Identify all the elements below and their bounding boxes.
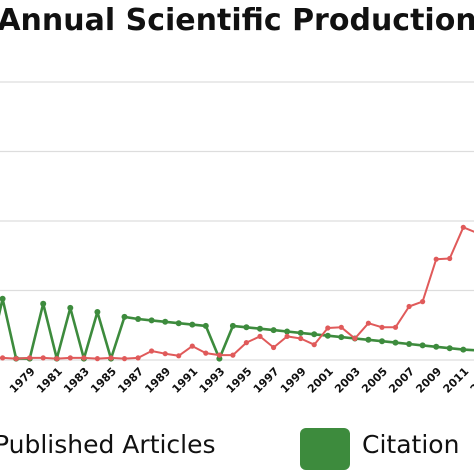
x-axis-ticks: 1979198119831985198719891991199319951997…	[7, 365, 474, 396]
legend-label-published-articles: Published Articles	[0, 430, 216, 459]
series-line-published-articles	[0, 226, 474, 360]
data-point-citation	[406, 341, 413, 347]
x-tick-label: 2007	[386, 365, 417, 396]
x-tick-label: 1985	[88, 365, 119, 396]
data-point-citation	[338, 334, 345, 341]
data-point-published-articles	[298, 335, 304, 342]
x-tick-label: 1987	[115, 365, 146, 396]
data-point-citation	[460, 346, 467, 353]
data-point-citation	[121, 313, 128, 320]
data-point-published-articles	[54, 356, 60, 362]
data-point-published-articles	[365, 320, 371, 326]
data-point-citation	[392, 339, 399, 346]
data-point-published-articles	[189, 343, 195, 349]
data-point-published-articles	[257, 333, 263, 339]
legend-label-citation: Citation	[362, 430, 459, 459]
data-point-published-articles	[325, 325, 331, 331]
data-point-citation	[365, 336, 372, 343]
data-point-published-articles	[121, 356, 128, 362]
series-layer	[0, 224, 474, 362]
data-point-published-articles	[81, 355, 87, 361]
x-tick-label: 2011	[441, 365, 472, 396]
data-point-published-articles	[162, 351, 168, 357]
legend-swatch-citation	[300, 428, 350, 470]
data-point-published-articles	[94, 356, 100, 362]
data-point-published-articles	[0, 355, 6, 361]
x-tick-label: 2001	[305, 365, 336, 396]
data-point-published-articles	[392, 324, 399, 330]
data-point-published-articles	[379, 324, 385, 330]
data-point-published-articles	[447, 255, 453, 262]
grid-lines	[0, 81, 474, 361]
data-point-published-articles	[433, 256, 439, 262]
data-point-published-articles	[230, 352, 236, 358]
data-point-published-articles	[149, 348, 155, 354]
data-point-citation	[162, 318, 169, 325]
data-point-published-articles	[108, 355, 114, 361]
data-point-published-articles	[271, 344, 277, 351]
chart-title: Annual Scientific Production	[0, 3, 474, 38]
data-point-published-articles	[176, 353, 182, 359]
data-point-citation	[257, 325, 263, 332]
data-point-published-articles	[338, 324, 344, 330]
data-point-citation	[189, 321, 196, 328]
data-point-published-articles	[27, 355, 33, 361]
x-tick-label: 1997	[251, 365, 282, 396]
data-point-published-articles	[40, 355, 46, 361]
data-point-published-articles	[67, 355, 73, 361]
data-point-citation	[379, 338, 385, 345]
data-point-citation	[243, 324, 250, 331]
x-tick-label: 2009	[413, 365, 444, 396]
data-point-citation	[94, 309, 101, 315]
data-point-citation	[446, 345, 453, 352]
data-point-published-articles	[352, 335, 358, 342]
data-point-published-articles	[243, 340, 249, 346]
data-point-citation	[202, 322, 209, 329]
data-point-citation	[135, 316, 142, 322]
series-citation	[0, 295, 474, 362]
x-tick-label: 1991	[170, 365, 201, 396]
data-point-citation	[433, 343, 440, 350]
x-tick-label: 1995	[224, 365, 255, 396]
data-point-published-articles	[203, 350, 209, 356]
x-tick-label: 1993	[197, 365, 228, 396]
data-point-citation	[297, 329, 304, 336]
x-tick-label: 1989	[142, 365, 173, 396]
series-published-articles	[0, 224, 474, 362]
data-point-citation	[67, 304, 74, 311]
data-point-citation	[324, 332, 331, 339]
x-tick-label: 2005	[359, 365, 390, 396]
data-point-citation	[270, 327, 277, 334]
data-point-published-articles	[284, 333, 290, 339]
data-point-published-articles	[216, 352, 222, 358]
data-point-published-articles	[406, 303, 412, 310]
data-point-citation	[311, 331, 318, 338]
data-point-citation	[148, 317, 155, 324]
x-tick-label: 2003	[332, 365, 363, 396]
data-point-published-articles	[135, 355, 141, 361]
data-point-published-articles	[13, 356, 19, 362]
data-point-citation	[229, 322, 236, 329]
data-point-published-articles	[460, 224, 466, 230]
x-tick-label: 1999	[278, 365, 309, 396]
data-point-citation	[419, 342, 426, 349]
x-tick-label: 2013	[468, 365, 474, 396]
legend: Published Articles Citation	[0, 428, 459, 470]
data-point-citation	[175, 320, 182, 327]
data-point-citation	[0, 295, 6, 302]
data-point-citation	[284, 328, 291, 335]
x-tick-label: 1981	[34, 365, 65, 396]
x-tick-label: 1979	[7, 365, 38, 396]
data-point-published-articles	[420, 299, 426, 305]
x-tick-label: 1983	[61, 365, 92, 396]
data-point-published-articles	[311, 342, 317, 348]
data-point-citation	[40, 300, 47, 307]
